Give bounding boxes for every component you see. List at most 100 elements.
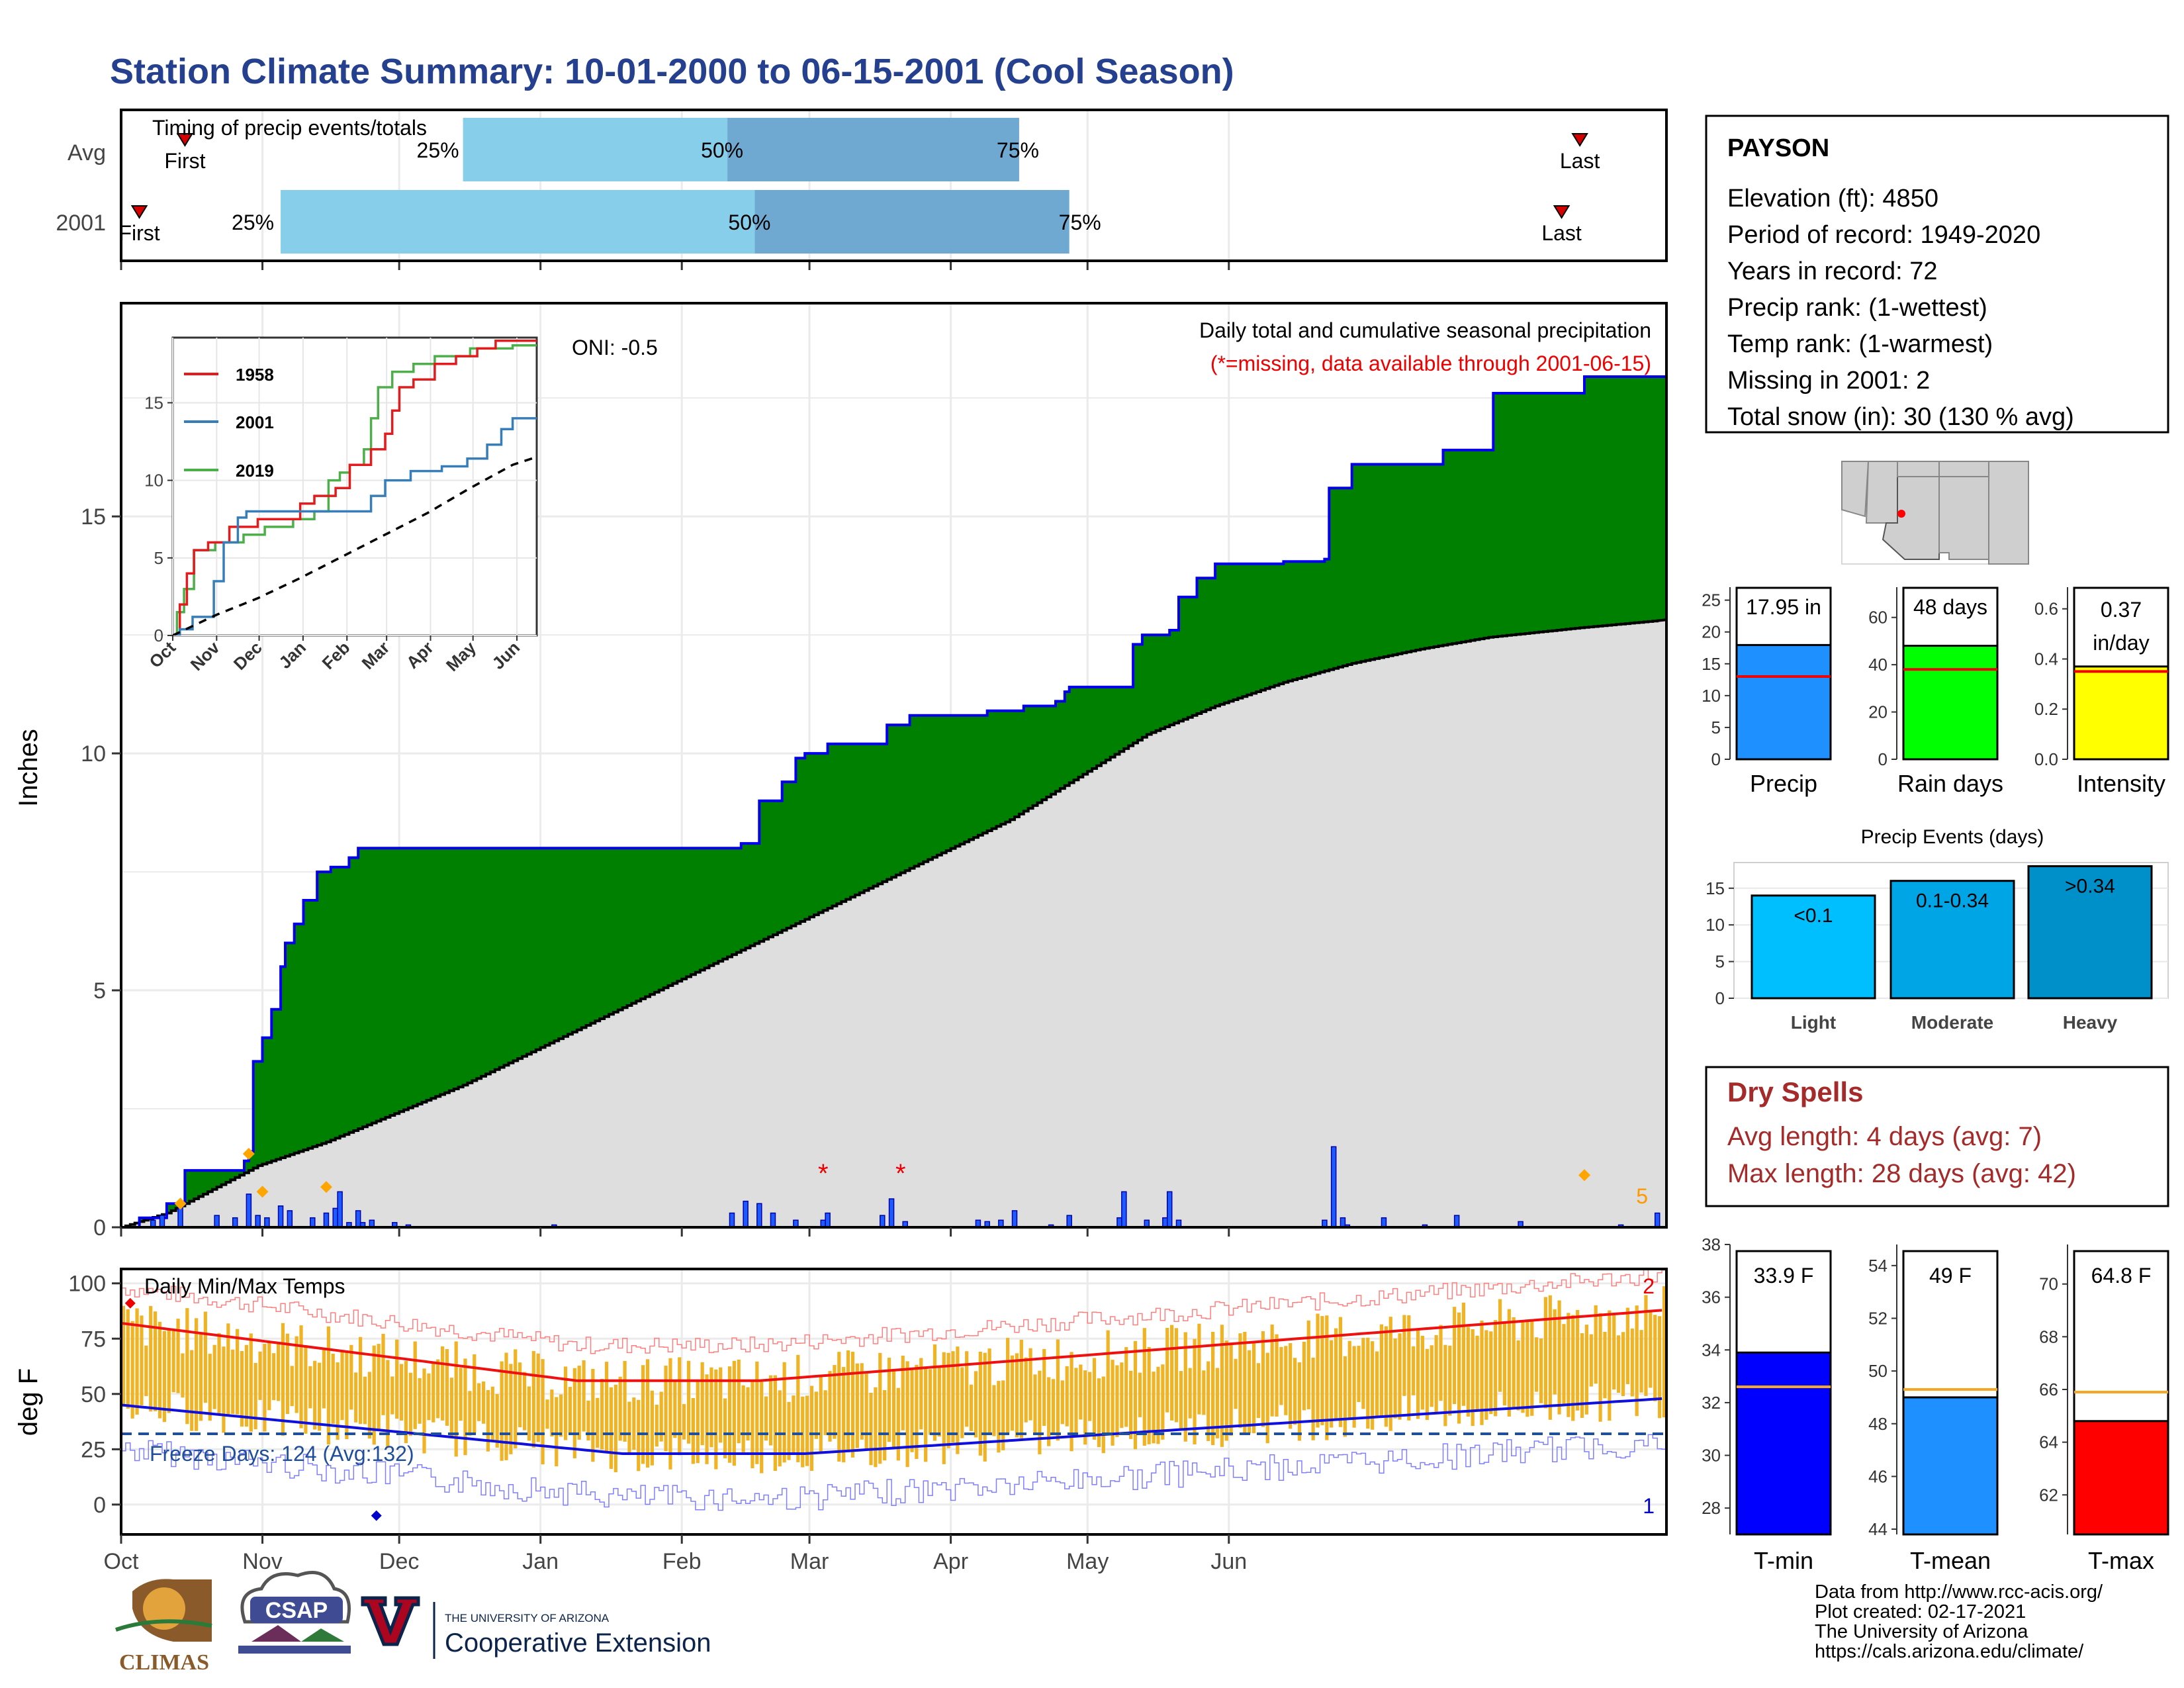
daily-temp-range-bar (1124, 1346, 1128, 1427)
daily-temp-range-bar (1133, 1340, 1138, 1450)
daily-temp-range-bar (326, 1326, 330, 1445)
inset-y-tick-label: 5 (154, 548, 163, 568)
csap-mountain-icon (251, 1625, 301, 1642)
daily-temp-range-bar (1594, 1305, 1598, 1384)
summary-tick-label: 0.4 (2034, 649, 2058, 669)
daily-precip-bar (246, 1194, 252, 1227)
daily-temp-range-bar (960, 1367, 964, 1438)
daily-temp-range-bar (176, 1319, 180, 1393)
daily-temp-range-bar (473, 1354, 477, 1434)
temp-summary-tick-label: 52 (1868, 1308, 1888, 1328)
daily-temp-range-bar (755, 1361, 759, 1464)
daily-temp-range-bar (623, 1360, 627, 1442)
daily-temp-range-bar (263, 1344, 267, 1432)
timing-label-q75-1: 75% (1059, 211, 1101, 234)
daily-temp-range-bar (1498, 1299, 1502, 1392)
summary-tick-label: 0 (1878, 749, 1888, 769)
summary-tick-label: 0.2 (2034, 699, 2058, 719)
record-low-marker-icon (371, 1510, 382, 1521)
temp-panel: 0 25 50 75 100 deg F Daily Min/Max Temps Fre… (14, 1268, 1668, 1574)
summary-value-unit-2: in/day (2093, 631, 2149, 655)
daily-precip-bar (323, 1212, 330, 1227)
dry-spells-max: Max length: 28 days (avg: 42) (1727, 1159, 2076, 1188)
daily-temp-range-bar (1507, 1309, 1511, 1417)
daily-temp-range-bar (942, 1352, 946, 1464)
max-event-marker-icon (320, 1181, 332, 1194)
temp-summary-bar-t-min (1735, 1351, 1832, 1536)
daily-temp-range-bar (987, 1348, 991, 1433)
precip-event-value-label-2: >0.34 (2065, 876, 2115, 898)
daily-temp-range-bar (149, 1305, 153, 1412)
daily-temp-range-bar (1297, 1362, 1302, 1441)
month-label-mar: Mar (790, 1549, 829, 1574)
daily-temp-range-bar (951, 1351, 955, 1443)
page-title: Station Climate Summary: 10-01-2000 to 0… (110, 52, 1234, 91)
daily-temp-range-bar (363, 1376, 367, 1425)
station-period: Period of record: 1949-2020 (1727, 221, 2040, 249)
daily-temp-range-bar (1179, 1371, 1183, 1430)
daily-temp-range-bar (1439, 1325, 1443, 1401)
temp-y-ticks: 0 25 50 75 100 (68, 1272, 121, 1518)
daily-temp-range-bar (819, 1374, 823, 1452)
station-name: PAYSON (1727, 134, 1829, 162)
daily-temp-range-bar (1147, 1347, 1151, 1444)
precip-y-axis-label: Inches (14, 729, 43, 807)
daily-temp-range-bar (121, 1305, 125, 1405)
daily-temp-range-bar (1120, 1362, 1124, 1429)
daily-temp-range-bar (422, 1368, 426, 1454)
daily-temp-range-bar (1484, 1330, 1488, 1420)
daily-temp-range-bar (1357, 1346, 1361, 1403)
daily-temp-range-bar (1265, 1352, 1269, 1444)
daily-precip-bar (880, 1215, 886, 1227)
daily-temp-range-bar (1567, 1313, 1570, 1417)
daily-temp-range-bar (1129, 1370, 1133, 1439)
station-info-box: PAYSON Elevation (ft): 4850 Period of re… (1705, 115, 2169, 434)
daily-temp-range-bar (1635, 1305, 1639, 1417)
temp-summary-category-1: T-mean (1910, 1547, 1991, 1574)
daily-temp-range-bar (135, 1308, 139, 1415)
month-label-feb: Feb (662, 1549, 702, 1574)
daily-temp-range-bar (627, 1401, 631, 1456)
daily-temp-range-bar (668, 1358, 672, 1470)
daily-temp-range-bar (732, 1360, 736, 1466)
daily-temp-range-bar (299, 1325, 303, 1429)
legend-label-2001: 2001 (236, 412, 274, 432)
daily-temp-range-bar (760, 1382, 764, 1474)
daily-temp-range-bar (276, 1344, 281, 1401)
timing-panel-label: Timing of precip events/totals (152, 116, 427, 140)
daily-temp-range-bar (1042, 1348, 1046, 1427)
daily-temp-range-bar (1051, 1379, 1056, 1434)
daily-temp-range-bar (778, 1390, 782, 1467)
daily-temp-range-bar (445, 1349, 449, 1426)
daily-temp-range-bar (1320, 1316, 1324, 1426)
precip-events-bars: 0 5 10 15 <0.1 Light 0.1-0.34 Moderate >0.34 Heav… (1706, 862, 2169, 1033)
timing-last-label-1: Last (1541, 221, 1582, 245)
daily-temp-range-bar (1065, 1366, 1069, 1427)
daily-temp-range-bar (381, 1334, 385, 1415)
daily-temp-range-bar (1502, 1322, 1507, 1406)
daily-temp-range-bar (285, 1333, 289, 1415)
station-years: Years in record: 72 (1727, 258, 1938, 285)
daily-temp-range-bar (1361, 1337, 1365, 1409)
daily-temp-range-bar (1530, 1321, 1534, 1416)
temp-summary-tick-label: 36 (1702, 1288, 1721, 1307)
daily-temp-range-bar (1658, 1316, 1662, 1419)
csap-hill-icon (301, 1628, 344, 1642)
daily-temp-range-bar (983, 1352, 987, 1462)
daily-temp-range-bar (349, 1344, 353, 1410)
precip-frame (120, 302, 1668, 1229)
daily-temp-range-bar (1384, 1326, 1388, 1427)
summary-tick-label: 20 (1702, 622, 1721, 642)
summary-tick-label: 60 (1868, 608, 1888, 628)
precip-y-tick-label: 15 (81, 504, 106, 530)
record-high-marker-icon (124, 1297, 136, 1309)
daily-temp-range-bar (828, 1371, 832, 1442)
month-label-apr: Apr (933, 1549, 968, 1574)
daily-temp-range-bar (1525, 1319, 1529, 1417)
inset-y-tick-label: 0 (154, 626, 163, 645)
daily-temp-range-bar (1535, 1337, 1539, 1392)
daily-temp-range-bar (1161, 1364, 1165, 1440)
max-event-marker-icon (256, 1186, 269, 1198)
daily-temp-range-bar (956, 1346, 960, 1454)
daily-precip-bar (888, 1198, 895, 1227)
